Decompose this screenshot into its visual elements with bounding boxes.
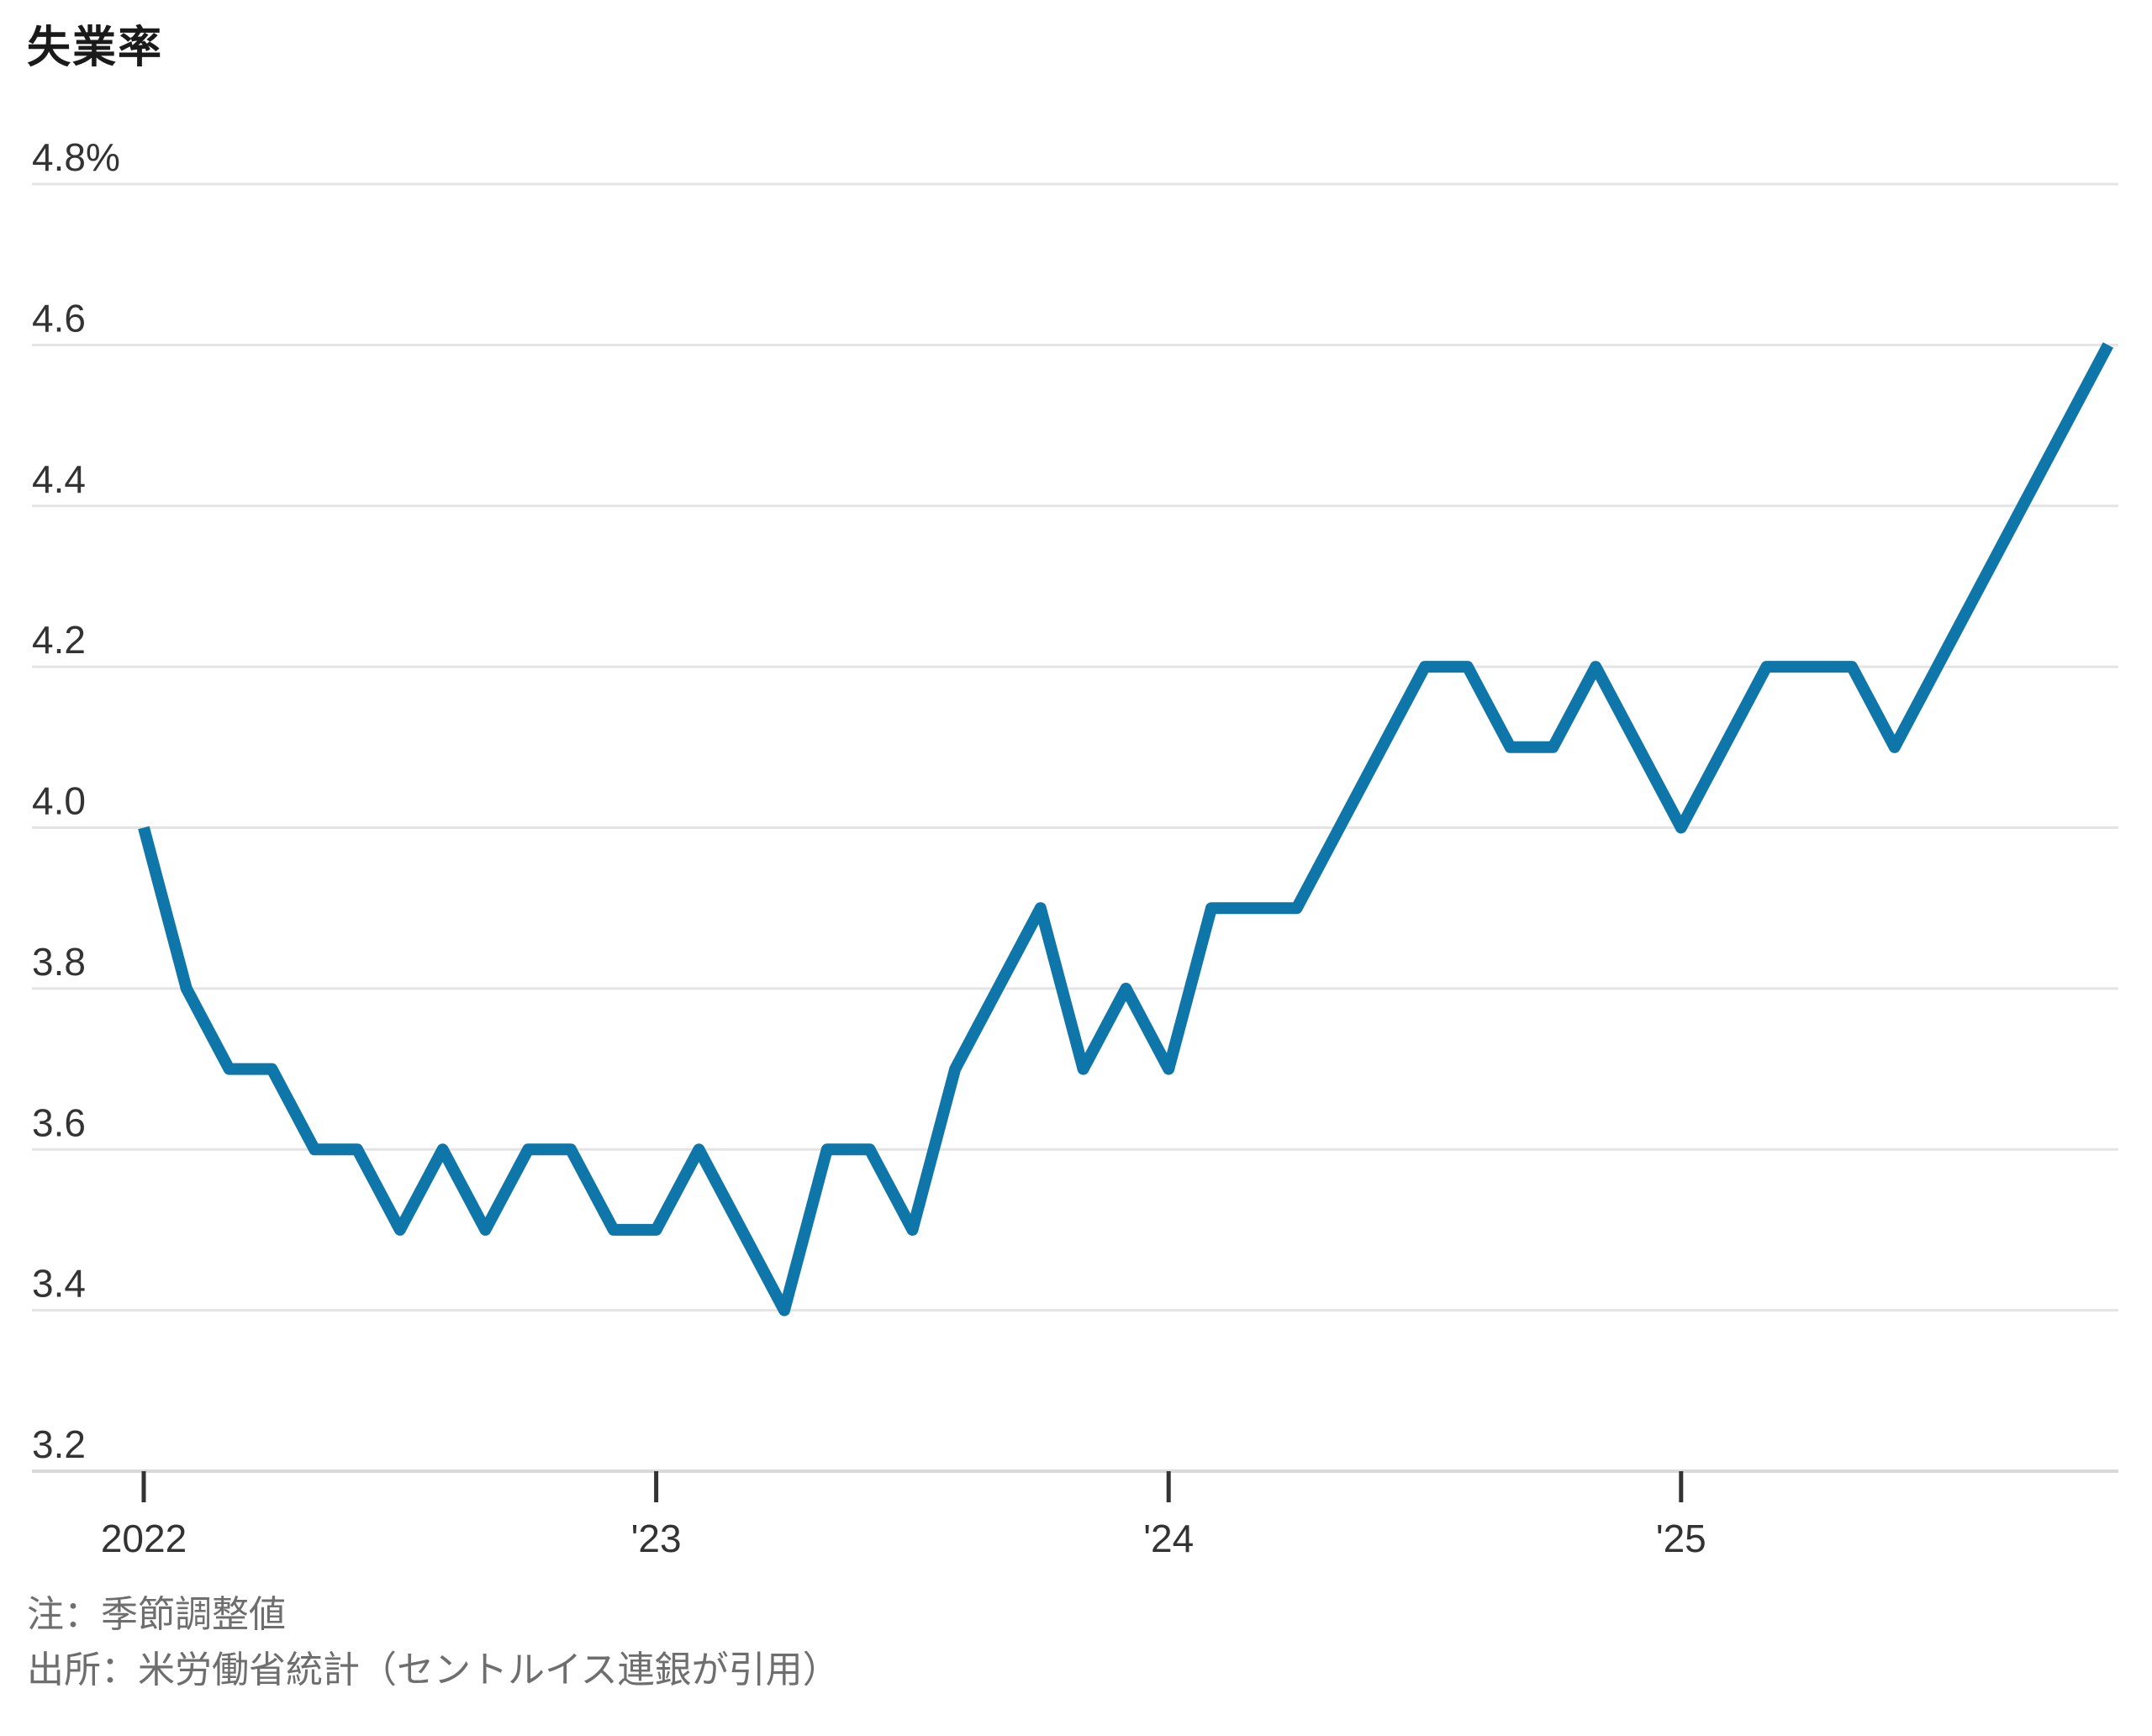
source-line: 出所：米労働省統計（セントルイス連銀が引用） (27, 1649, 840, 1691)
y-axis-label: 3.4 (32, 1262, 86, 1306)
x-axis-label: '23 (631, 1517, 682, 1560)
y-axis-label: 4.0 (32, 779, 86, 823)
series-line (138, 342, 2113, 1317)
y-axis-label: 4.2 (32, 618, 86, 662)
y-axis-label: 4.4 (32, 457, 86, 501)
y-axis-label: 3.8 (32, 940, 86, 984)
y-axis-label: 4.8% (32, 135, 120, 179)
x-axis-label: '24 (1143, 1517, 1194, 1560)
chart-footnotes: 注：季節調整値 出所：米労働省統計（セントルイス連銀が引用） (27, 1587, 840, 1698)
y-axis-label: 3.6 (32, 1100, 86, 1144)
y-axis-label: 4.6 (32, 296, 86, 340)
x-axis-label: 2022 (101, 1517, 187, 1560)
chart-title: 失業率 (27, 24, 164, 72)
y-axis-label: 3.2 (32, 1422, 86, 1466)
x-axis-label: '25 (1656, 1517, 1706, 1560)
note-line: 注：季節調整値 (27, 1594, 286, 1635)
